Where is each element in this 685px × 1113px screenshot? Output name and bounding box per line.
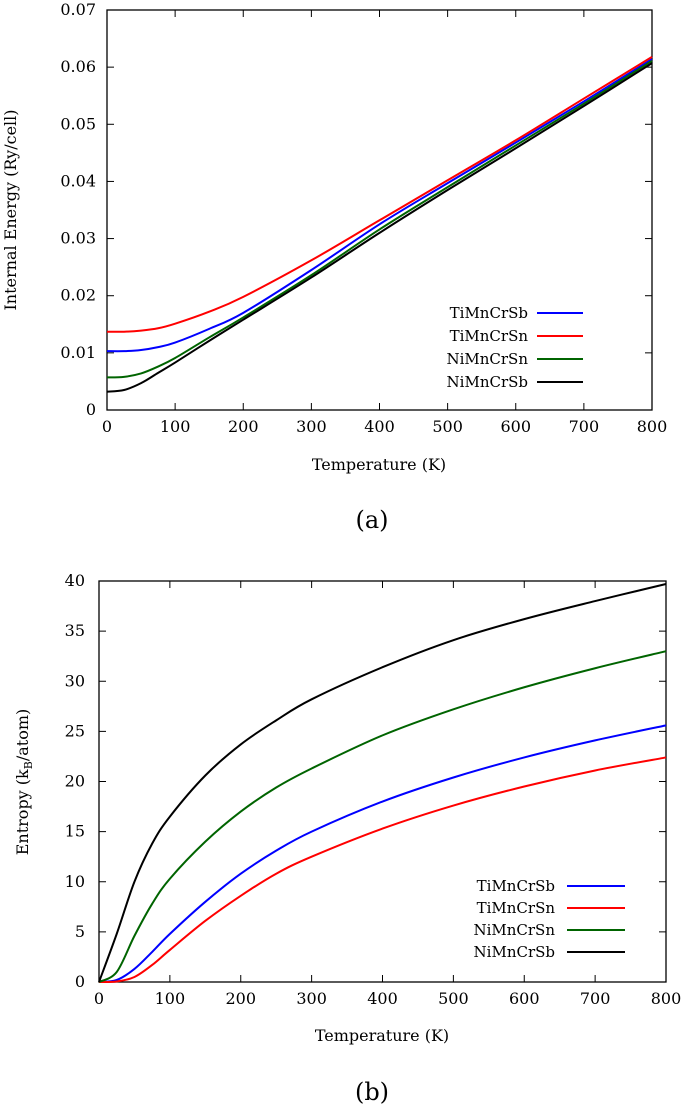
panel-b-entropy: 0 100 200 300 400 500 600 700 800 0 5 10 15 20 25 30 35 4…	[13, 571, 681, 1106]
panel-a-series-nimncrsb	[106, 62, 653, 393]
panel-a-series-timncrsn	[106, 56, 653, 333]
panel-a-y-tick-label: 0.05	[60, 114, 96, 133]
panel-b-y-tick-label: 25	[65, 721, 85, 740]
panel-b-x-tick-label: 700	[580, 989, 611, 1008]
panel-a-caption: (a)	[355, 506, 388, 534]
panel-b-series-timncrsn	[98, 756, 667, 984]
panel-a-legend-label-nimncrsb: NiMnCrSb	[447, 373, 528, 391]
panel-b-x-tick-label: 400	[367, 989, 398, 1008]
panel-a-legend-label-timncrsb: TiMnCrSb	[450, 304, 528, 322]
panel-a-y-tick-label: 0.04	[60, 171, 96, 190]
panel-b-x-tick-label: 100	[155, 989, 186, 1008]
panel-a-internal-energy: 0 100 200 300 400 500 600 700 800 0 0.01 0.02 0.03 0.…	[1, 0, 667, 534]
panel-a-y-tick-label: 0	[86, 400, 96, 419]
panel-a-x-tick-label: 400	[364, 417, 395, 436]
panel-b-y-tick-label: 0	[75, 972, 85, 991]
panel-b-legend-label-timncrsb: TiMnCrSb	[477, 877, 555, 895]
panel-b-x-axis-label: Temperature (K)	[315, 1026, 449, 1045]
panel-a-x-axis-label: Temperature (K)	[312, 455, 446, 474]
panel-b-y-tick-label: 5	[75, 922, 85, 941]
panel-a-y-tick-label: 0.03	[60, 229, 96, 248]
panel-a-y-tick-label: 0.02	[60, 286, 96, 305]
panel-a-series-nimncrsn	[106, 60, 653, 379]
panel-a-legend-label-timncrsn: TiMnCrSn	[450, 327, 529, 345]
panel-b-legend-label-nimncrsn: NiMnCrSn	[473, 921, 555, 939]
panel-a-x-tick-label: 100	[160, 417, 191, 436]
panel-b-y-tick-label: 10	[65, 872, 85, 891]
panel-b-series-nimncrsb	[98, 583, 667, 983]
panel-a-y-tick-label: 0.07	[60, 0, 96, 19]
panel-b-legend-label-timncrsn: TiMnCrSn	[477, 899, 556, 917]
panel-b-caption: (b)	[355, 1078, 389, 1106]
panel-b-x-tick-label: 0	[94, 989, 104, 1008]
panel-a-x-tick-label: 800	[637, 417, 668, 436]
panel-b-y-tick-label: 35	[65, 621, 85, 640]
panel-a-x-tick-label: 0	[102, 417, 112, 436]
panel-b-y-tick-label: 30	[65, 671, 85, 690]
panel-a-y-tick-label: 0.01	[60, 343, 96, 362]
panel-a-y-tick-label: 0.06	[60, 57, 96, 76]
panel-b-legend: TiMnCrSb TiMnCrSn NiMnCrSn NiMnCrSb	[473, 877, 625, 961]
panel-a-x-tick-label: 300	[296, 417, 327, 436]
panel-b-series-nimncrsn	[98, 650, 667, 983]
panel-a-y-axis-label: Internal Energy (Ry/cell)	[1, 109, 20, 310]
panel-a-x-tick-label: 200	[228, 417, 259, 436]
panel-b-y-tick-label: 20	[65, 772, 85, 791]
panel-a-x-tick-label: 500	[432, 417, 463, 436]
panel-b-series-timncrsb	[98, 724, 667, 983]
panel-a-legend-label-nimncrsn: NiMnCrSn	[446, 350, 528, 368]
panel-b-legend-label-nimncrsb: NiMnCrSb	[474, 943, 555, 961]
panel-a-legend: TiMnCrSb TiMnCrSn NiMnCrSn NiMnCrSb	[446, 304, 583, 391]
panel-b-x-tick-label: 300	[296, 989, 327, 1008]
panel-b-y-axis-label: Entropy (kB/atom)	[13, 709, 35, 856]
panel-b-x-tick-label: 800	[651, 989, 682, 1008]
panel-a-x-tick-label: 600	[500, 417, 531, 436]
panel-b-x-tick-label: 200	[225, 989, 256, 1008]
panel-b-x-tick-label: 500	[438, 989, 469, 1008]
panel-b-y-tick-label: 15	[65, 822, 85, 841]
panel-b-y-tick-label: 40	[65, 571, 85, 590]
panel-b-x-tick-label: 600	[509, 989, 540, 1008]
panel-a-series-timncrsb	[106, 58, 653, 353]
panel-a-x-tick-label: 700	[569, 417, 600, 436]
